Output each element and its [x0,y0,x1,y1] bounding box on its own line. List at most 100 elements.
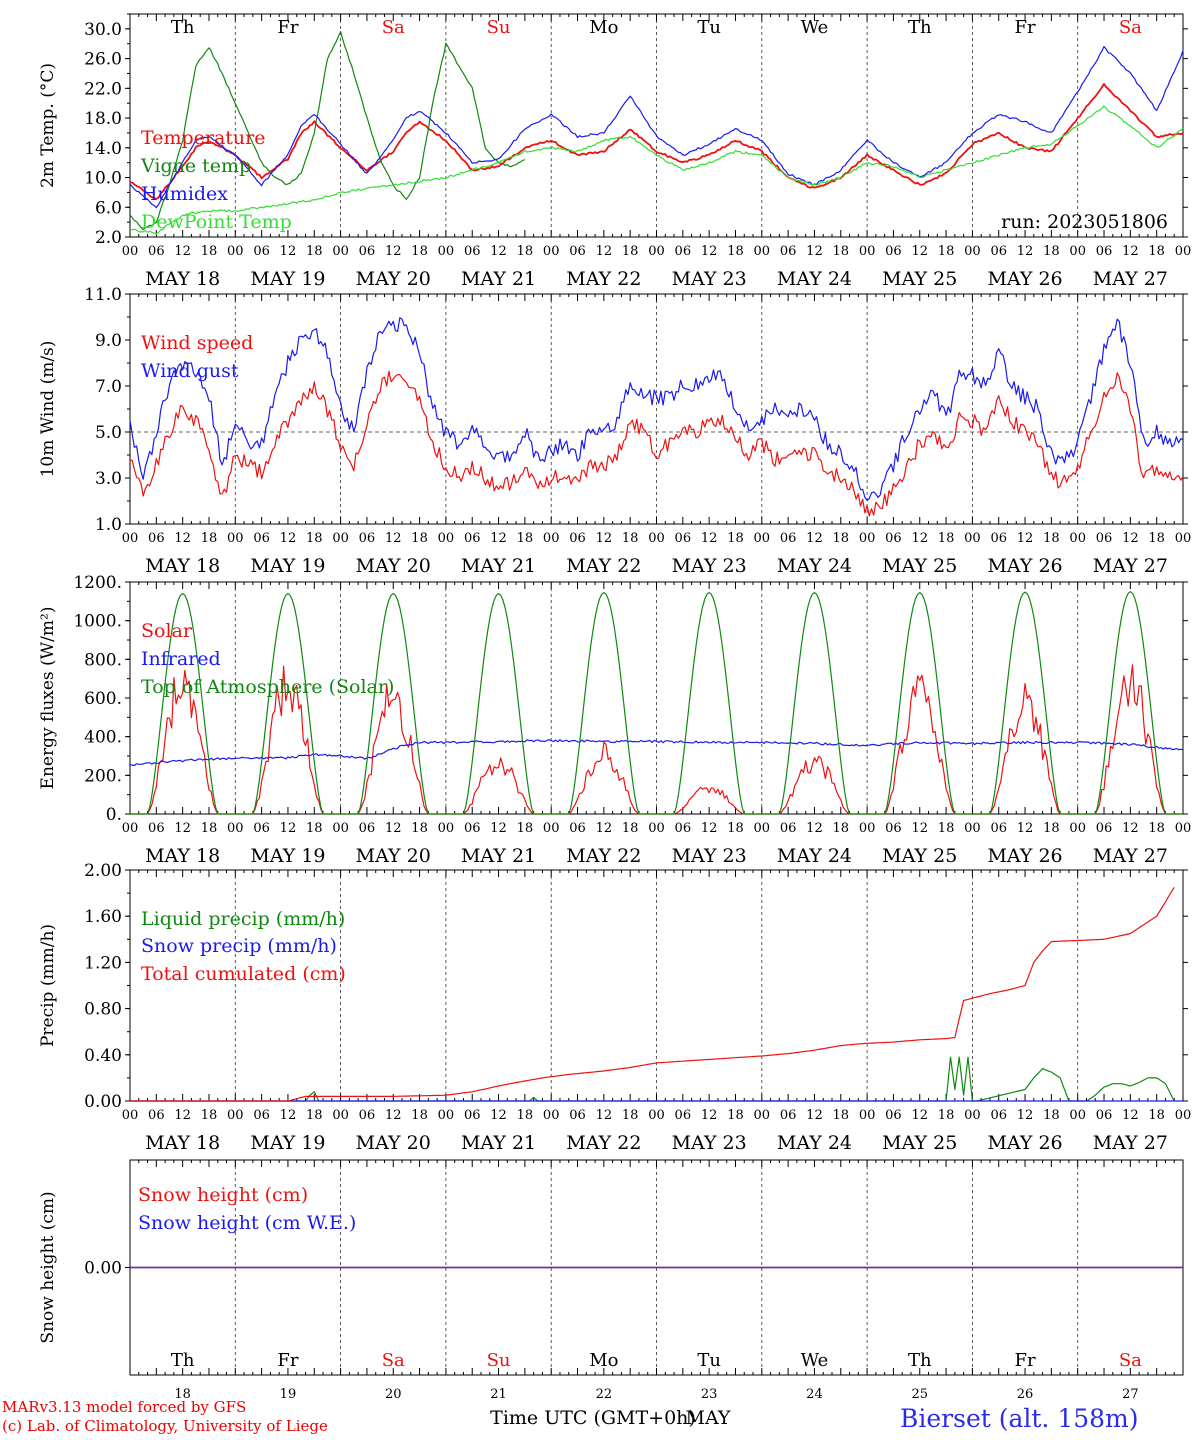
panel4-hour-label: 06 [569,1108,586,1123]
panel2-date-label: MAY 22 [566,555,641,577]
panel1-hour-label: 00 [227,244,244,259]
panel2-hour-label: 00 [754,531,771,546]
panel1-weekday-label: Fr [277,17,298,38]
panel4-hour-label: 18 [833,1108,850,1123]
panel2-hour-label: 18 [727,531,744,546]
panel4-hour-label: 18 [201,1108,218,1123]
panel2-hour-label: 06 [780,531,797,546]
panel4-hour-label: 06 [885,1108,902,1123]
panel4-ytick-label: 0.00 [84,1092,122,1112]
footer-lab-text: (c) Lab. of Climatology, University of L… [2,1417,328,1435]
panel2-date-label: MAY 21 [461,555,536,577]
panel3-series-green-line [130,591,1183,815]
panel3-hour-label: 00 [964,821,981,836]
panel4-ytick-label: 0.80 [84,1000,122,1020]
panel4-date-label: MAY 22 [566,1132,641,1154]
panel1-legend-green: Vigne temp [140,155,251,177]
panel1-hour-label: 18 [201,244,218,259]
panel1-ytick-label: 2.0 [95,228,122,248]
panel3-hour-label: 06 [780,821,797,836]
panel3-ytick-label: 200. [84,766,122,786]
panel4-date-label: MAY 20 [356,1132,431,1154]
panel2-hour-label: 18 [1148,531,1165,546]
panel2-hour-label: 00 [648,531,665,546]
panel2-hour-label: 00 [122,531,139,546]
panel3-hour-label: 00 [227,821,244,836]
panel2-hour-label: 06 [464,531,481,546]
panel4-hour-label: 12 [385,1108,402,1123]
panel1-date-label: MAY 22 [566,268,641,290]
panel1-weekday-label: Su [487,17,511,38]
panel1-hour-label: 06 [780,244,797,259]
panel1-hour-label: 06 [1096,244,1113,259]
x-axis-month: MAY [686,1407,731,1429]
panel1-date-label: MAY 27 [1093,268,1168,290]
panel1-weekday-label: Mo [589,17,618,38]
panel1-hour-label: 00 [332,244,349,259]
panel1-weekday-label: Sa [382,17,405,38]
panel1-ytick-label: 6.0 [95,198,122,218]
bottom-day-number: 26 [1017,1387,1034,1402]
panel2-hour-label: 12 [1017,531,1034,546]
panel2-ytick-label: 7.0 [95,377,122,397]
panel4-hour-label: 18 [622,1108,639,1123]
panel1-date-label: MAY 19 [250,268,325,290]
panel4-hour-label: 18 [517,1108,534,1123]
panel1-weekday-label: We [801,17,829,38]
panel3-hour-label: 06 [675,821,692,836]
panel5-legend-blue: Snow height (cm W.E.) [138,1212,356,1234]
panel1-hour-label: 00 [543,244,560,259]
panel4-hour-label: 00 [438,1108,455,1123]
panel1-ylabel: 2m Temp. (°C) [38,63,58,188]
panel3-hour-label: 00 [543,821,560,836]
panel2-hour-label: 00 [1175,531,1192,546]
panel5-weekday-label: Th [908,1350,932,1371]
panel2-date-label: MAY 18 [145,555,220,577]
panel1-date-label: MAY 25 [882,268,957,290]
panel4-date-label: MAY 18 [145,1132,220,1154]
panel4-hour-label: 12 [280,1108,297,1123]
panel3-hour-label: 12 [596,821,613,836]
panel2-hour-label: 06 [148,531,165,546]
panel2-date-label: MAY 27 [1093,555,1168,577]
bottom-day-number: 20 [385,1387,402,1402]
panel3-date-label: MAY 21 [461,845,536,867]
panel3-hour-label: 00 [1069,821,1086,836]
x-axis-title: Time UTC (GMT+0h) [490,1407,696,1429]
panel4-hour-label: 00 [754,1108,771,1123]
panel3-legend-green: Top of Atmosphere (Solar) [141,676,394,698]
panel1-date-label: MAY 24 [777,268,852,290]
panel2-legend-red: Wind speed [141,332,253,354]
panel2-hour-label: 06 [675,531,692,546]
panel2-hour-label: 12 [806,531,823,546]
panel3-ytick-label: 0. [106,805,122,825]
panel1-hour-label: 18 [622,244,639,259]
panel4-hour-label: 18 [1043,1108,1060,1123]
panel2-hour-label: 06 [359,531,376,546]
footer-model-text: MARv3.13 model forced by GFS [2,1398,247,1416]
panel1-hour-label: 12 [280,244,297,259]
panel1-weekday-label: Th [908,17,932,38]
panel3-ylabel: Energy fluxes (W/m²) [38,607,58,790]
panel3-hour-label: 00 [438,821,455,836]
panel1-ytick-label: 30.0 [84,20,122,40]
panel1-hour-label: 06 [359,244,376,259]
panel2-date-label: MAY 25 [882,555,957,577]
panel1-weekday-label: Tu [697,17,721,38]
panel1-ytick-label: 10.0 [84,169,122,189]
panel2-hour-label: 12 [911,531,928,546]
panel4-hour-label: 12 [490,1108,507,1123]
panel2-hour-label: 06 [1096,531,1113,546]
panel4-hour-label: 06 [990,1108,1007,1123]
panel2-date-label: MAY 19 [250,555,325,577]
panel1-date-label: MAY 26 [987,268,1062,290]
panel3-ytick-label: 600. [84,689,122,709]
panel3-hour-label: 18 [306,821,323,836]
panel3-date-label: MAY 20 [356,845,431,867]
panel3-series-blue-line [129,739,1184,767]
panel2-hour-label: 06 [885,531,902,546]
panel4-hour-label: 06 [148,1108,165,1123]
panel3-date-label: MAY 19 [250,845,325,867]
panel3-legend-red: Solar [141,620,193,642]
